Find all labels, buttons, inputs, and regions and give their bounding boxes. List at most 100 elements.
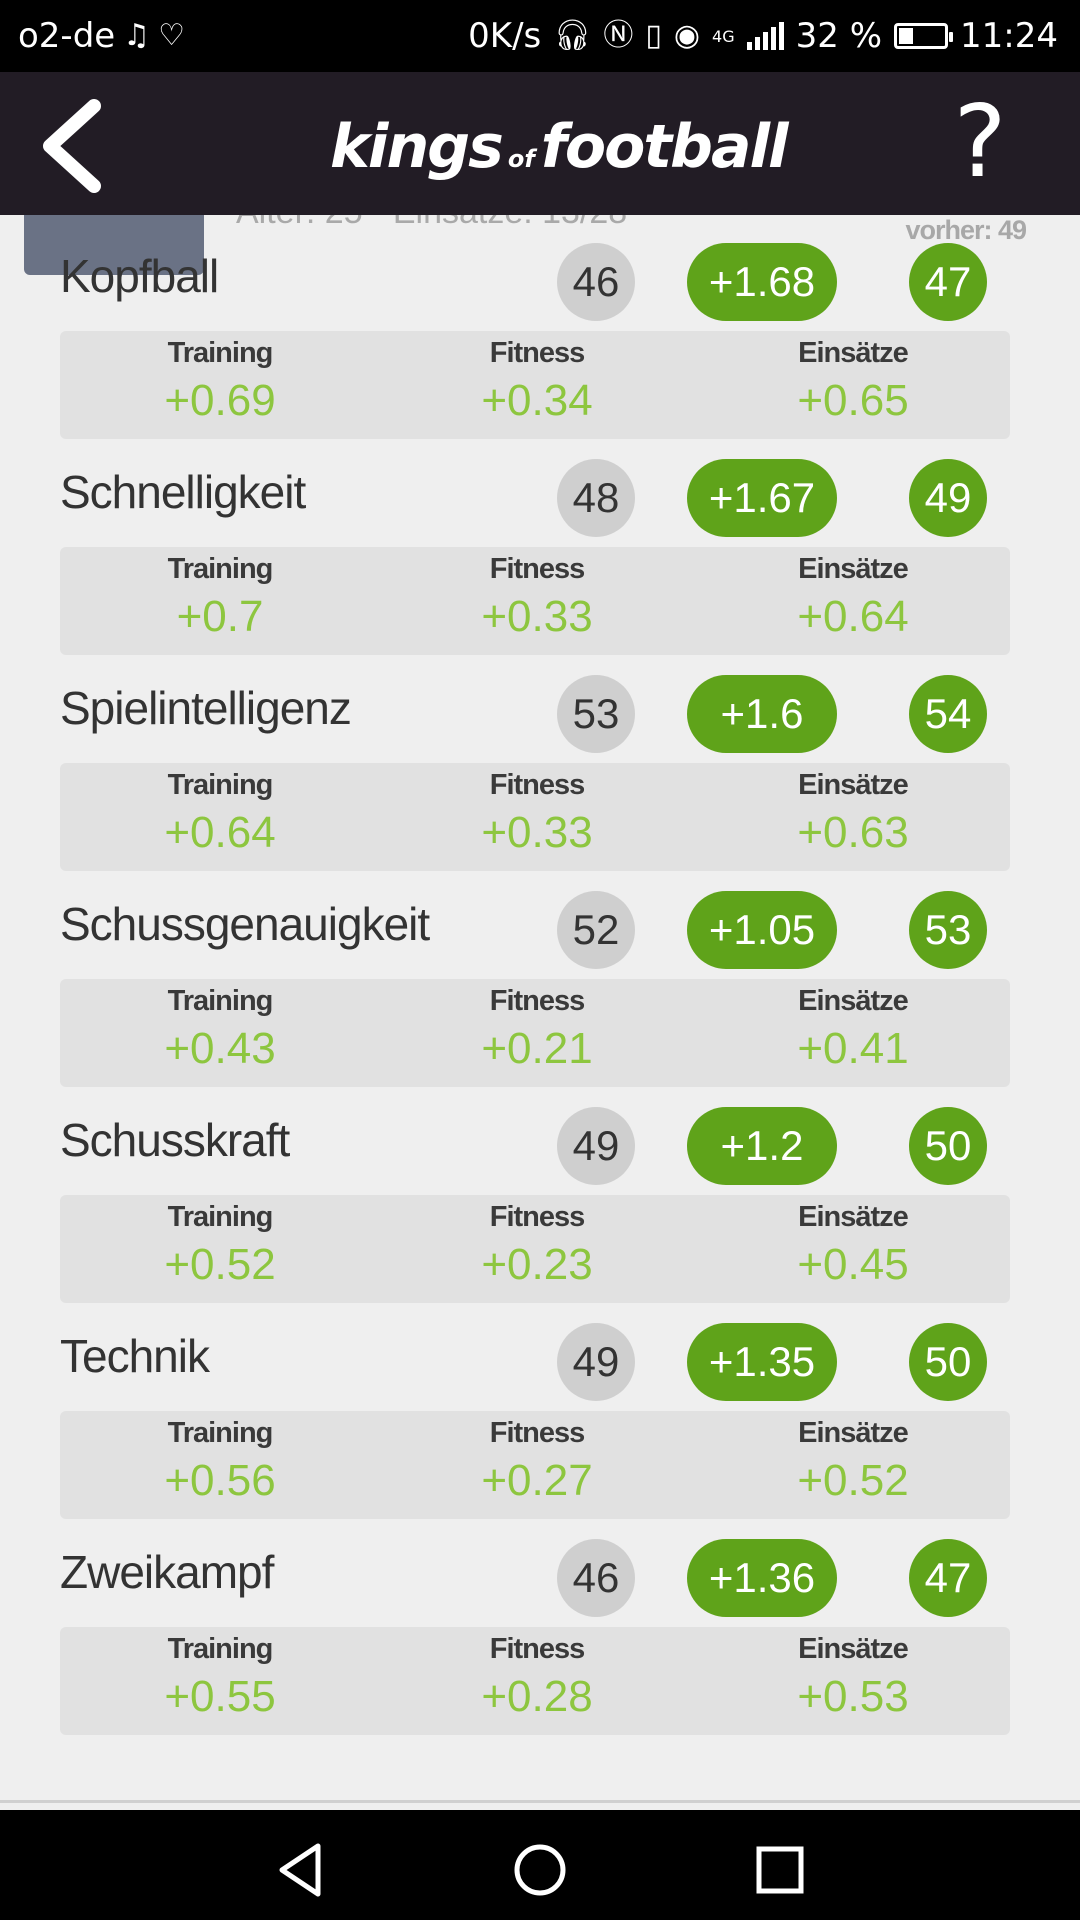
training-label: Training — [167, 1417, 274, 1449]
einsaetze-label: Einsätze — [798, 1417, 909, 1449]
training-value: +0.56 — [164, 1456, 276, 1505]
back-button[interactable] — [30, 94, 130, 194]
music-note-icon: ♫ — [123, 18, 151, 53]
stat-name: Kopfball — [60, 250, 219, 302]
fitness-column: Fitness +0.33 — [427, 769, 647, 858]
gain-badge: +1.05 — [687, 891, 837, 969]
einsaetze-column: Einsätze +0.45 — [743, 1201, 963, 1290]
fitness-column: Fitness +0.21 — [427, 985, 647, 1074]
training-value: +0.55 — [164, 1672, 276, 1721]
fitness-value: +0.34 — [481, 376, 593, 425]
stat-breakdown: Training +0.7 Fitness +0.33 Einsätze +0.… — [60, 547, 1010, 655]
help-button[interactable]: ? — [953, 83, 1007, 200]
fitness-value: +0.23 — [481, 1240, 593, 1289]
stat-header: Schnelligkeit 48 +1.67 49 — [60, 453, 1010, 543]
einsaetze-label: Einsätze — [798, 553, 909, 585]
einsaetze-value: +0.45 — [797, 1240, 909, 1289]
einsaetze-value: +0.63 — [797, 808, 909, 857]
einsaetze-column: Einsätze +0.53 — [743, 1633, 963, 1722]
fitness-label: Fitness — [489, 553, 586, 585]
einsaetze-column: Einsätze +0.52 — [743, 1417, 963, 1506]
heart-rate-icon: ♡ — [158, 18, 186, 53]
fitness-label: Fitness — [489, 1417, 586, 1449]
stat-row: Technik 49 +1.35 50 Training +0.56 Fitne… — [60, 1317, 1010, 1519]
stat-breakdown: Training +0.69 Fitness +0.34 Einsätze +0… — [60, 331, 1010, 439]
einsaetze-column: Einsätze +0.64 — [743, 553, 963, 642]
training-column: Training +0.43 — [110, 985, 330, 1074]
fitness-column: Fitness +0.33 — [427, 553, 647, 642]
einsaetze-value: +0.53 — [797, 1672, 909, 1721]
training-column: Training +0.52 — [110, 1201, 330, 1290]
einsaetze-label: Einsätze — [798, 337, 909, 369]
fitness-value: +0.27 — [481, 1456, 593, 1505]
einsaetze-value: +0.41 — [797, 1024, 909, 1073]
stats-content[interactable]: Alter: 25 - Einsätze: 13/28 vorher: 49 K… — [0, 215, 1080, 1805]
stat-name: Technik — [60, 1330, 210, 1382]
new-value-badge: 50 — [909, 1323, 987, 1401]
old-value-badge: 53 — [557, 675, 635, 753]
navigation-bar — [0, 1810, 1080, 1920]
stat-breakdown: Training +0.64 Fitness +0.33 Einsätze +0… — [60, 763, 1010, 871]
training-label: Training — [167, 1201, 274, 1233]
logo-word-football: football — [540, 112, 789, 182]
stat-row: Schussgenauigkeit 52 +1.05 53 Training +… — [60, 885, 1010, 1087]
gain-badge: +1.35 — [687, 1323, 837, 1401]
chevron-left-icon — [43, 99, 101, 193]
network-type: 4G — [712, 26, 735, 46]
training-label: Training — [167, 553, 274, 585]
stat-header: Kopfball 46 +1.68 47 — [60, 237, 1010, 327]
old-value-badge: 46 — [557, 1539, 635, 1617]
einsaetze-label: Einsätze — [798, 769, 909, 801]
einsaetze-column: Einsätze +0.63 — [743, 769, 963, 858]
stat-breakdown: Training +0.43 Fitness +0.21 Einsätze +0… — [60, 979, 1010, 1087]
stat-header: Spielintelligenz 53 +1.6 54 — [60, 669, 1010, 759]
gain-badge: +1.2 — [687, 1107, 837, 1185]
stat-breakdown: Training +0.52 Fitness +0.23 Einsätze +0… — [60, 1195, 1010, 1303]
stat-row: Schnelligkeit 48 +1.67 49 Training +0.7 … — [60, 453, 1010, 655]
stat-row: Kopfball 46 +1.68 47 Training +0.69 Fitn… — [60, 237, 1010, 439]
vibrate-icon: ▯ — [645, 18, 662, 53]
gain-badge: +1.67 — [687, 459, 837, 537]
previous-value: vorher: 49 — [905, 215, 1027, 245]
nav-home-icon[interactable] — [510, 1840, 570, 1900]
old-value-badge: 52 — [557, 891, 635, 969]
nav-recents-icon[interactable] — [750, 1840, 810, 1900]
fitness-label: Fitness — [489, 985, 586, 1017]
new-value-badge: 47 — [909, 1539, 987, 1617]
stat-header: Schussgenauigkeit 52 +1.05 53 — [60, 885, 1010, 975]
training-value: +0.52 — [164, 1240, 276, 1289]
einsaetze-value: +0.64 — [797, 592, 909, 641]
einsaetze-label: Einsätze — [798, 1633, 909, 1665]
training-label: Training — [167, 337, 274, 369]
training-value: +0.69 — [164, 376, 276, 425]
player-meta: Alter: 25 - Einsätze: 13/28 — [236, 215, 627, 232]
gain-badge: +1.6 — [687, 675, 837, 753]
old-value-badge: 49 — [557, 1323, 635, 1401]
new-value-badge: 49 — [909, 459, 987, 537]
signal-strength-icon — [746, 22, 784, 50]
eye-comfort-icon: ◉ — [673, 18, 701, 53]
nav-back-icon[interactable] — [270, 1840, 330, 1900]
player-avatar — [24, 215, 204, 275]
stat-row: Schusskraft 49 +1.2 50 Training +0.52 Fi… — [60, 1101, 1010, 1303]
stat-header: Schusskraft 49 +1.2 50 — [60, 1101, 1010, 1191]
gain-badge: +1.36 — [687, 1539, 837, 1617]
old-value-badge: 49 — [557, 1107, 635, 1185]
new-value-badge: 53 — [909, 891, 987, 969]
app-bar: kings of football ? — [0, 72, 1080, 215]
stat-breakdown: Training +0.56 Fitness +0.27 Einsätze +0… — [60, 1411, 1010, 1519]
fitness-value: +0.33 — [481, 592, 593, 641]
einsaetze-value: +0.65 — [797, 376, 909, 425]
fitness-column: Fitness +0.28 — [427, 1633, 647, 1722]
fitness-value: +0.21 — [481, 1024, 593, 1073]
training-column: Training +0.7 — [110, 553, 330, 642]
fitness-label: Fitness — [489, 337, 586, 369]
fitness-column: Fitness +0.34 — [427, 337, 647, 426]
training-column: Training +0.69 — [110, 337, 330, 426]
gain-badge: +1.68 — [687, 243, 837, 321]
network-speed: 0K/s — [468, 16, 542, 56]
carrier-name: o2-de — [18, 16, 116, 56]
battery-percent: 32 % — [795, 16, 883, 56]
fitness-column: Fitness +0.23 — [427, 1201, 647, 1290]
training-label: Training — [167, 985, 274, 1017]
